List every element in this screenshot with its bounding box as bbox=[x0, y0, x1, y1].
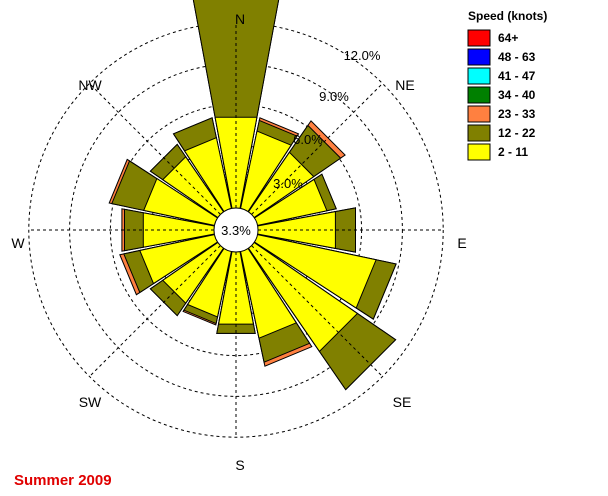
calm-label: 3.3% bbox=[221, 223, 251, 238]
sector-NNW-b2_11 bbox=[183, 137, 237, 231]
direction-label-E: E bbox=[457, 235, 466, 251]
legend-label-0: 64+ bbox=[498, 31, 518, 45]
ring-label-2: 9.0% bbox=[319, 89, 349, 104]
sector-WNW-b2_11 bbox=[143, 177, 237, 231]
legend-label-3: 34 - 40 bbox=[498, 88, 536, 102]
direction-label-SE: SE bbox=[393, 394, 412, 410]
sector-SSE-b2_11 bbox=[235, 229, 298, 339]
legend-label-5: 12 - 22 bbox=[498, 126, 536, 140]
legend-swatch-6 bbox=[467, 143, 491, 161]
spoke-SW bbox=[89, 245, 221, 377]
sector-E-b2_11 bbox=[235, 210, 336, 250]
spoke-NE bbox=[251, 83, 383, 215]
legend-swatch-4 bbox=[467, 105, 491, 123]
chart-caption: Summer 2009 bbox=[14, 472, 112, 489]
sector-WSW-b2_11 bbox=[139, 229, 237, 285]
ring-labels-group: 3.0% 6.0% 9.0% 12.0% bbox=[273, 48, 381, 191]
sector-ESE-b2_11 bbox=[235, 229, 377, 309]
sector-ENE-b2_11 bbox=[235, 178, 328, 231]
spoke-NW bbox=[89, 83, 221, 215]
ring-label-3: 12.0% bbox=[344, 48, 381, 63]
direction-label-NE: NE bbox=[395, 77, 414, 93]
sector-SSW-b2_11 bbox=[186, 229, 237, 318]
legend-swatch-1 bbox=[467, 48, 491, 66]
legend-swatch-0 bbox=[467, 29, 491, 47]
spoke-SE bbox=[251, 245, 383, 377]
calm-circle-group: 3.3% bbox=[213, 207, 259, 253]
direction-label-S: S bbox=[235, 457, 244, 473]
direction-label-NW: NW bbox=[78, 77, 102, 93]
legend: Speed (knots) 64+ 48 - 63 41 - 47 34 - 40 23 … bbox=[467, 9, 547, 161]
legend-title: Speed (knots) bbox=[468, 9, 547, 23]
ring-label-0: 3.0% bbox=[273, 176, 303, 191]
legend-label-2: 41 - 47 bbox=[498, 69, 536, 83]
legend-swatch-5 bbox=[467, 124, 491, 142]
spokes-group bbox=[28, 22, 444, 438]
ring-label-1: 6.0% bbox=[293, 132, 323, 147]
legend-label-6: 2 - 11 bbox=[498, 145, 528, 159]
legend-label-4: 23 - 33 bbox=[498, 107, 536, 121]
legend-label-1: 48 - 63 bbox=[498, 50, 536, 64]
legend-swatch-3 bbox=[467, 86, 491, 104]
direction-labels-group: N NE E SE S SW W NW bbox=[11, 11, 466, 473]
ring-12 bbox=[28, 22, 444, 438]
direction-label-N: N bbox=[235, 11, 245, 27]
direction-label-SW: SW bbox=[79, 394, 102, 410]
legend-swatch-2 bbox=[467, 67, 491, 85]
sector-NNE-b2_11 bbox=[235, 130, 292, 231]
calm-circle bbox=[213, 207, 259, 253]
direction-label-W: W bbox=[11, 235, 25, 251]
